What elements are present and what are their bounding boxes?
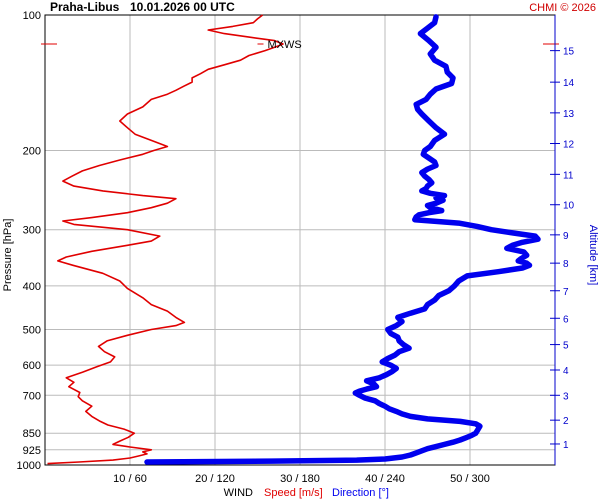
pressure-tick-label: 300 xyxy=(23,225,41,237)
altitude-tick-label: 8 xyxy=(563,259,569,270)
altitude-tick-label: 2 xyxy=(563,416,569,427)
speed-series-line xyxy=(48,15,284,464)
pressure-tick-label: 600 xyxy=(23,360,41,372)
wind-tick-label: 20 / 120 xyxy=(195,473,235,485)
pressure-tick-label: 925 xyxy=(23,445,41,457)
altitude-tick-label: 15 xyxy=(563,47,575,58)
altitude-tick-label: 5 xyxy=(563,341,569,352)
sounding-datetime: 10.01.2026 00 UTC xyxy=(130,0,235,14)
mxws-label: MXWS xyxy=(268,39,302,51)
altitude-tick-label: 13 xyxy=(563,109,575,120)
wind-axis-label: WIND xyxy=(224,487,253,499)
pressure-axis: 100 200 300 400 500 600 700 850 925 1000 xyxy=(17,10,41,472)
altitude-tick-label: 10 xyxy=(563,201,575,212)
altitude-tick-label: 3 xyxy=(563,391,569,402)
wind-tick-label: 40 / 240 xyxy=(365,473,405,485)
wind-axis: 10 / 60 20 / 120 30 / 180 40 / 240 50 / 300 xyxy=(113,473,490,485)
altitude-tick-label: 14 xyxy=(563,78,575,89)
series-layer xyxy=(48,15,539,464)
station-name: Praha-Libus xyxy=(50,0,120,14)
pressure-axis-label: Pressure [hPa] xyxy=(2,219,14,292)
altitude-tick-label: 11 xyxy=(563,170,574,181)
altitude-axis-label: Altitude [km] xyxy=(587,225,599,286)
wind-tick-label: 50 / 300 xyxy=(450,473,490,485)
altitude-tick-label: 7 xyxy=(563,287,569,298)
pressure-tick-label: 850 xyxy=(23,428,41,440)
altitude-tick-label: 6 xyxy=(563,314,569,325)
pressure-tick-label: 400 xyxy=(23,281,41,293)
wind-tick-label: 30 / 180 xyxy=(280,473,320,485)
direction-axis-label: Direction [°] xyxy=(332,487,389,499)
speed-axis-label: Speed [m/s] xyxy=(264,487,323,499)
altitude-tick-label: 9 xyxy=(563,231,569,242)
altitude-tick-label: 12 xyxy=(563,140,575,151)
gridlines xyxy=(45,15,555,465)
pressure-tick-label: 1000 xyxy=(17,460,41,472)
altitude-tick-label: 4 xyxy=(563,366,569,377)
pressure-tick-label: 200 xyxy=(23,145,41,157)
marker-layer: MXWS xyxy=(41,39,559,51)
wind-tick-label: 10 / 60 xyxy=(113,473,147,485)
pressure-tick-label: 500 xyxy=(23,325,41,337)
altitude-tick-label: 1 xyxy=(563,440,569,451)
pressure-tick-label: 100 xyxy=(23,10,41,22)
copyright: CHMI © 2026 xyxy=(529,2,596,14)
pressure-tick-label: 700 xyxy=(23,390,41,402)
